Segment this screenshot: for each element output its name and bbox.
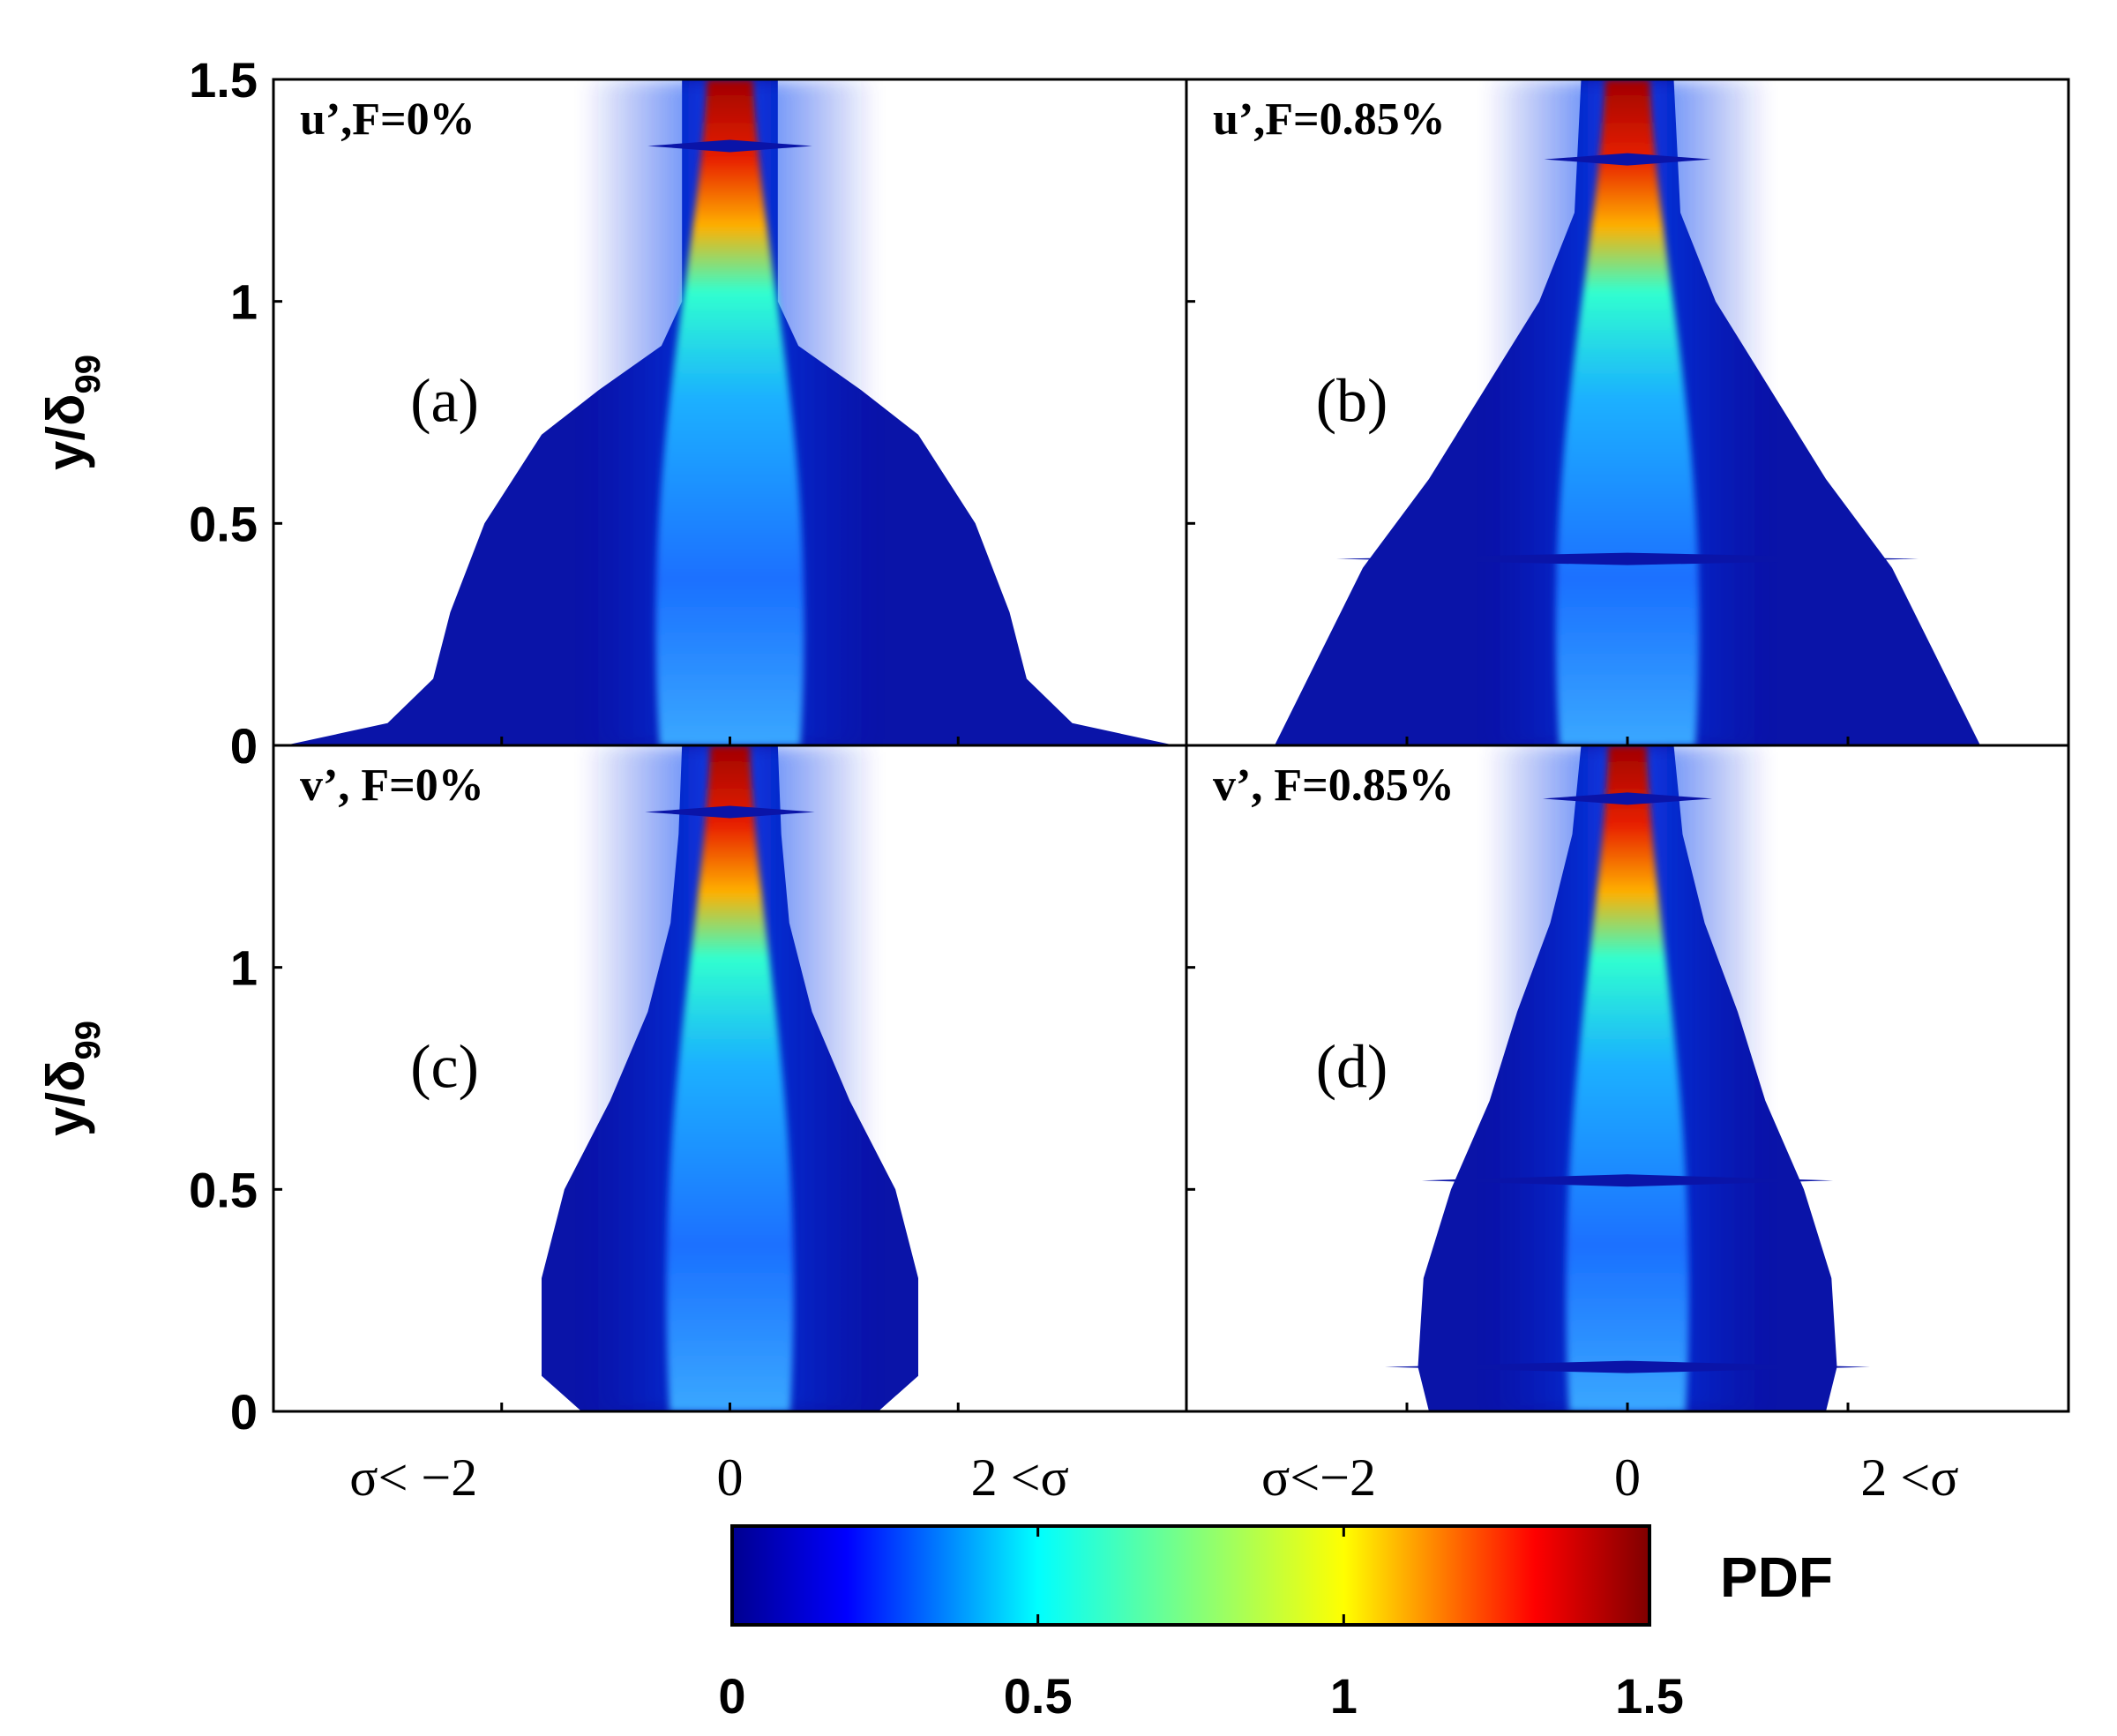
colorbar-label: PDF bbox=[1720, 1545, 1833, 1609]
contour-field bbox=[1385, 745, 1870, 1411]
x-tick-label: σ< −2 bbox=[349, 1448, 477, 1507]
panel-letter: (a) bbox=[410, 368, 479, 436]
y-tick-label: 1 bbox=[230, 274, 258, 330]
pdf-core bbox=[666, 745, 794, 1411]
panel-title: u’,F=0.85% bbox=[1213, 94, 1446, 145]
x-tick-label: 2 <σ bbox=[971, 1448, 1069, 1507]
panel-letter: (c) bbox=[410, 1034, 479, 1102]
y-axis-labels: y/δ99 y/δ99 bbox=[36, 355, 108, 1136]
panel-layer: 0 0.5 1 1.5 u’,F=0% (a) u’,F=0.85% (b) 0 0.5 1 0 σ< … bbox=[189, 52, 2070, 1507]
panel-title: v’, F=0.85% bbox=[1213, 760, 1455, 811]
contour-field bbox=[542, 745, 918, 1411]
colorbar-ticks: 0 0.5 1 1.5 bbox=[718, 1526, 1684, 1724]
panel-title: v’, F=0% bbox=[300, 760, 484, 811]
colorbar-tick-label: 0 bbox=[718, 1668, 745, 1724]
spike-artifact bbox=[1336, 552, 1919, 565]
panel-letter: (b) bbox=[1316, 368, 1388, 436]
colorbar-tick-label: 1.5 bbox=[1615, 1668, 1684, 1724]
panel-d: σ<−2 0 2 <σ v’, F=0.85% (d) bbox=[1185, 744, 2070, 1507]
pdf-core bbox=[1555, 79, 1700, 745]
spike-artifact bbox=[1421, 1174, 1834, 1187]
panel-a: 0 0.5 1 1.5 u’,F=0% (a) bbox=[189, 52, 1188, 774]
panel-letter: (d) bbox=[1316, 1034, 1388, 1102]
y-tick-label: 0.5 bbox=[189, 1162, 258, 1217]
contour-field bbox=[1275, 79, 1980, 745]
spike-artifact bbox=[647, 139, 812, 153]
contour-field bbox=[284, 79, 1176, 745]
colorbar: 0 0.5 1 1.5 PDF bbox=[718, 1524, 1833, 1724]
x-tick-label: 0 bbox=[1614, 1448, 1641, 1507]
y-tick-label: 0 bbox=[230, 718, 258, 774]
x-tick-label: 2 <σ bbox=[1860, 1448, 1958, 1507]
pdf-core bbox=[1566, 745, 1689, 1411]
y-tick-label: 1 bbox=[230, 940, 258, 996]
spike-artifact bbox=[1544, 153, 1711, 166]
pdf-core bbox=[655, 79, 804, 745]
spike-artifact bbox=[1543, 792, 1712, 805]
y-tick-label: 0.5 bbox=[189, 496, 258, 551]
y-tick-label: 1.5 bbox=[189, 52, 258, 108]
y-tick-label: 0 bbox=[230, 718, 258, 774]
x-tick-label: σ<−2 bbox=[1261, 1448, 1376, 1507]
panel-b: u’,F=0.85% (b) bbox=[1185, 78, 2070, 747]
panel-c: 0 0.5 1 0 σ< −2 0 2 <σ v’, F=0% (c) bbox=[189, 718, 1188, 1507]
panel-title: u’,F=0% bbox=[300, 94, 475, 145]
colorbar-tick-label: 0.5 bbox=[1004, 1668, 1073, 1724]
x-tick-label: 0 bbox=[717, 1448, 744, 1507]
colorbar-tick-label: 1 bbox=[1330, 1668, 1358, 1724]
y-axis-label: y/δ99 bbox=[36, 355, 108, 470]
y-tick-label: 0 bbox=[230, 1384, 258, 1440]
y-axis-label: y/δ99 bbox=[36, 1021, 108, 1136]
colorbar-gradient bbox=[730, 1524, 1651, 1627]
spike-artifact bbox=[1385, 1360, 1870, 1373]
spike-artifact bbox=[645, 805, 815, 819]
